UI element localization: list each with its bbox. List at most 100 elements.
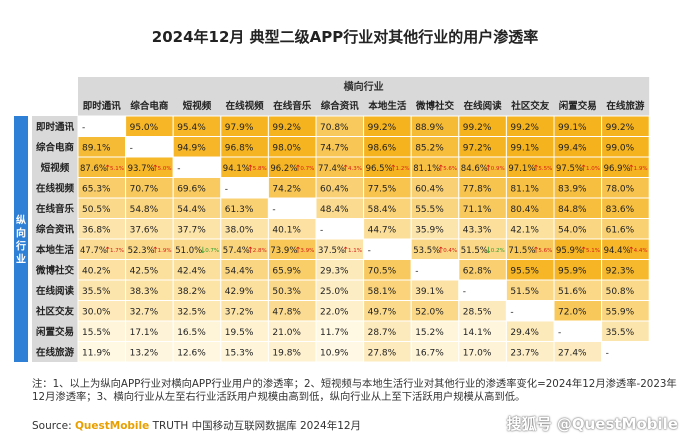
cell-value: 97.9%: [225, 123, 254, 133]
cell-value: 17.0%: [463, 349, 492, 359]
cell-value: -: [130, 144, 133, 154]
row-group-label-char: 业: [16, 253, 26, 266]
cell-value: -: [415, 267, 418, 277]
cell-value: 97.5%: [556, 164, 583, 174]
cell-value: 27.8%: [368, 349, 397, 359]
change-arrow: ↓: [485, 246, 492, 256]
cell-value: -: [463, 287, 466, 297]
change-arrow: ↑: [104, 164, 111, 174]
change-arrow: ↑: [247, 164, 254, 174]
column-header: 即时通讯: [83, 100, 122, 112]
cell-value: 25.0%: [320, 287, 349, 297]
row-header-cell: [32, 218, 78, 239]
cell-value: 27.4%: [558, 349, 587, 359]
cell-value: 94.1%: [223, 164, 250, 174]
row-header: 社区交友: [35, 306, 75, 318]
cell-value: 95.5%: [510, 267, 539, 277]
column-header: 闲置交易: [559, 100, 597, 112]
heatmap-cell: [601, 341, 650, 363]
cell-value: 35.9%: [415, 226, 444, 236]
change-value: 5.1%: [110, 166, 124, 172]
cell-value: 30.0%: [82, 308, 111, 318]
change-value: 1.0%: [586, 166, 600, 172]
cell-value: 84.6%: [461, 164, 488, 174]
cell-value: 42.9%: [225, 287, 254, 297]
row-header: 在线音乐: [36, 203, 75, 215]
change-value: 5.5%: [538, 166, 552, 172]
cell-value: 85.2%: [415, 144, 444, 154]
cell-value: 39.1%: [415, 287, 444, 297]
row-header: 综合电商: [36, 142, 75, 154]
cell-value: 96.5%: [366, 164, 393, 174]
cell-value: 83.6%: [606, 205, 635, 215]
row-header-cell: [32, 300, 78, 321]
cell-value: 21.0%: [272, 328, 301, 338]
row-header-cell: [32, 239, 78, 260]
cell-value: 35.5%: [82, 287, 111, 297]
cell-value: 98.0%: [272, 144, 301, 154]
cell-value: 96.9%: [604, 164, 631, 174]
chart-notes: 注：1、以上为纵向APP行业对横向APP行业用户的渗透率；2、短视频与本地生活行…: [32, 378, 677, 403]
change-arrow: ↑: [152, 246, 159, 256]
change-value: 5.6%: [443, 166, 457, 172]
row-header-cell: [32, 198, 78, 219]
cell-value: 55.5%: [415, 205, 444, 215]
change-value: 5.8%: [253, 166, 267, 172]
cell-value: 37.2%: [225, 308, 254, 318]
cell-value: -: [177, 164, 180, 174]
change-value: 0.9%: [491, 166, 505, 172]
change-arrow: ↑: [580, 246, 587, 256]
cell-value: 99.2%: [463, 123, 492, 133]
cell-value: 70.8%: [320, 123, 349, 133]
row-header-cell: [32, 341, 78, 362]
cell-value: 16.5%: [177, 328, 206, 338]
change-arrow: ↑: [152, 164, 159, 174]
cell-value: 49.7%: [368, 308, 397, 318]
cell-value: 97.1%: [508, 164, 535, 174]
cell-value: 99.2%: [272, 123, 301, 133]
cell-value: 22.0%: [320, 308, 349, 318]
cell-value: -: [368, 246, 371, 256]
cell-value: 11.7%: [320, 328, 349, 338]
change-value: 1.2%: [396, 166, 410, 172]
cell-value: 47.7%: [80, 246, 107, 256]
row-group-label-char: 向: [16, 227, 26, 240]
cell-value: 52.0%: [415, 308, 444, 318]
source-text: TRUTH 中国移动互联网数据库 2024年12月: [152, 420, 362, 432]
cell-value: 99.2%: [510, 123, 539, 133]
cell-value: 17.1%: [130, 328, 159, 338]
cell-value: 40.2%: [82, 267, 111, 277]
cell-value: 51.6%: [558, 287, 587, 297]
column-group-label: 横向行业: [344, 80, 384, 93]
cell-value: 42.5%: [130, 267, 159, 277]
change-value: 3.9%: [300, 248, 314, 254]
cell-value: 51.5%: [510, 287, 539, 297]
change-arrow: ↑: [437, 164, 444, 174]
cell-value: 87.6%: [80, 164, 107, 174]
row-header-cell: [32, 157, 78, 178]
column-header: 综合资讯: [321, 100, 360, 112]
cell-value: 65.9%: [272, 267, 301, 277]
change-value: 5.1%: [586, 248, 600, 254]
cell-value: 95.9%: [556, 246, 583, 256]
cell-value: 28.5%: [463, 308, 492, 318]
cell-value: 15.5%: [82, 328, 111, 338]
cell-value: -: [272, 205, 275, 215]
cell-value: 19.8%: [272, 349, 301, 359]
change-value: 0.4%: [443, 248, 457, 254]
row-header: 在线旅游: [36, 347, 75, 359]
cell-value: -: [225, 185, 228, 195]
change-arrow: ↑: [437, 246, 444, 256]
row-header: 闲置交易: [36, 326, 74, 338]
cell-value: 92.3%: [606, 267, 635, 277]
cell-value: 35.5%: [606, 328, 635, 338]
change-value: 0.7%: [205, 248, 219, 254]
cell-value: 97.2%: [463, 144, 492, 154]
cell-value: 96.2%: [270, 164, 297, 174]
change-arrow: ↑: [628, 164, 635, 174]
column-header: 在线旅游: [606, 100, 645, 112]
cell-value: 94.4%: [604, 246, 631, 256]
row-header: 短视频: [41, 162, 70, 174]
cell-value: 38.3%: [130, 287, 159, 297]
cell-value: 95.4%: [177, 123, 206, 133]
